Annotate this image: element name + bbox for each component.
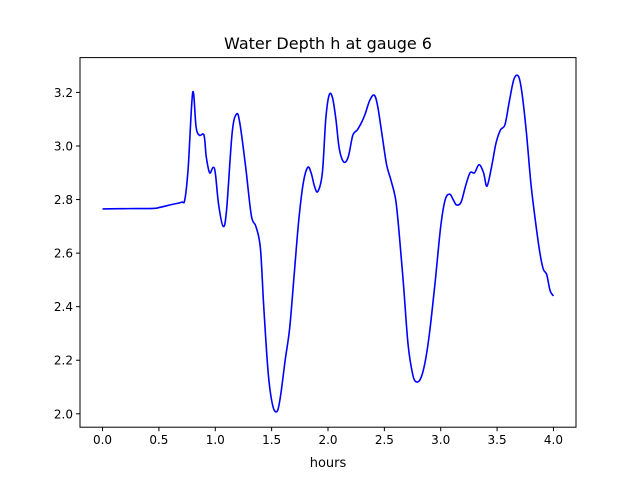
y-tick-label: 2.8 xyxy=(54,193,73,207)
y-tick-label: 2.2 xyxy=(54,354,73,368)
series-layer xyxy=(102,74,555,413)
x-tick-label: 0.0 xyxy=(93,433,112,447)
x-tick-label: 2.0 xyxy=(318,433,337,447)
x-tick-label: 3.5 xyxy=(488,433,507,447)
ticks-layer: 0.0 0.5 1.0 1.5 2.0 2.5 3.0 3.5 4.0 2.0 2.2 2.4 2.6 2… xyxy=(54,86,563,447)
x-tick-label: 2.5 xyxy=(375,433,394,447)
chart-title: Water Depth h at gauge 6 xyxy=(224,34,432,53)
x-tick-label: 4.0 xyxy=(544,433,563,447)
y-tick-label: 3.0 xyxy=(54,139,73,153)
x-tick-label: 1.5 xyxy=(262,433,281,447)
series-line xyxy=(102,74,555,413)
plot-frame xyxy=(79,57,577,428)
y-tick-label: 2.4 xyxy=(54,300,73,314)
x-axis-label: hours xyxy=(310,456,347,471)
x-tick-label: 1.0 xyxy=(206,433,225,447)
y-tick-label: 2.6 xyxy=(54,247,73,261)
y-tick-label: 3.2 xyxy=(54,86,73,100)
y-tick-label: 2.0 xyxy=(54,407,73,421)
x-tick-label: 0.5 xyxy=(149,433,168,447)
x-tick-label: 3.0 xyxy=(431,433,450,447)
